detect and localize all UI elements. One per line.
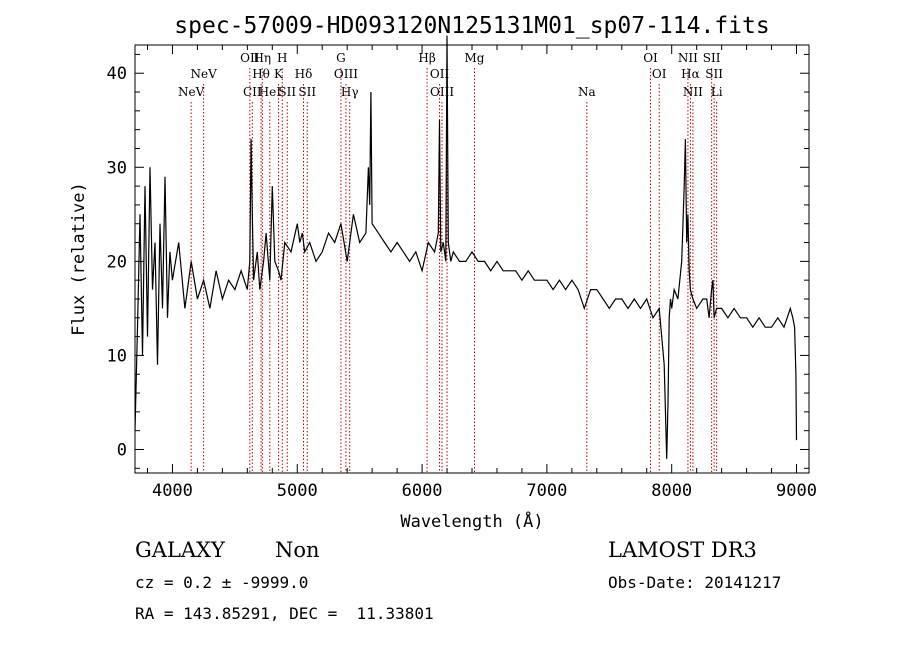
y-axis: 0 10 20 30 40 (107, 53, 809, 469)
line-label-14: Hγ (341, 85, 359, 99)
chart-title: spec-57009-HD093120N125131M01_sp07-114.f… (174, 13, 769, 39)
obs-date: Obs-Date: 20141217 (608, 573, 782, 592)
line-label-7: H (277, 51, 287, 65)
line-label-6: HeI (259, 85, 282, 99)
x-tick-label-3: 7000 (526, 481, 567, 501)
line-label-24: Hα (681, 67, 700, 81)
x-tick-label-5: 9000 (776, 481, 817, 501)
line-label-27: SII (705, 67, 723, 81)
object-subclass: Non (275, 538, 320, 562)
line-label-15: Hβ (418, 51, 435, 65)
x-tick-label-4: 8000 (651, 481, 692, 501)
x-axis: 4000 5000 6000 7000 8000 9000 (146, 45, 817, 501)
line-label-3: CII (243, 85, 262, 99)
coordinates: RA = 143.85291, DEC = 11.33801 (135, 604, 434, 623)
y-tick-label-2: 20 (107, 252, 127, 272)
x-tick-label-2: 6000 (402, 481, 443, 501)
x-tick-label-1: 5000 (277, 481, 318, 501)
line-label-16: OII (430, 67, 450, 81)
y-axis-label: Flux (relative) (69, 182, 89, 336)
plot-frame (134, 44, 810, 474)
object-class: GALAXY (135, 538, 225, 562)
line-label-5: Hθ (252, 67, 270, 81)
line-label-25: NII (683, 85, 703, 99)
line-label-26: SII (703, 51, 721, 65)
x-tick-label-0: 4000 (152, 481, 193, 501)
line-label-21: OI (643, 51, 658, 65)
line-markers: NeV NeV OII CII Hη Hθ HeI HK SII Hδ SII G OIII Hγ Hβ OI… (178, 45, 723, 473)
line-label-0: NeV (178, 85, 205, 99)
line-label-22: OI (652, 67, 667, 81)
line-label-13: OIII (334, 67, 358, 81)
line-label-9: SII (278, 85, 296, 99)
y-tick-label-4: 40 (107, 64, 127, 84)
line-label-10: Hδ (295, 67, 313, 81)
line-label-20: Na (578, 85, 596, 99)
line-label-8: K (274, 67, 284, 81)
line-label-4: Hη (253, 51, 271, 65)
y-tick-label-1: 10 (107, 346, 127, 366)
y-tick-label-0: 0 (117, 440, 127, 460)
line-label-1: NeV (191, 67, 218, 81)
line-label-11: SII (298, 85, 316, 99)
line-label-17: OIII (430, 85, 454, 99)
survey-name: LAMOST DR3 (608, 538, 757, 562)
line-label-23: NII (678, 51, 698, 65)
line-label-2: OII (240, 51, 260, 65)
line-label-19: Mg (465, 51, 485, 65)
line-label-12: G (336, 51, 346, 65)
line-label-28: Li (711, 85, 723, 99)
y-tick-label-3: 30 (107, 158, 127, 178)
redshift-cz: cz = 0.2 ± -9999.0 (135, 573, 309, 592)
spectrum-line (134, 35, 798, 459)
x-axis-label: Wavelength (Å) (400, 510, 543, 532)
